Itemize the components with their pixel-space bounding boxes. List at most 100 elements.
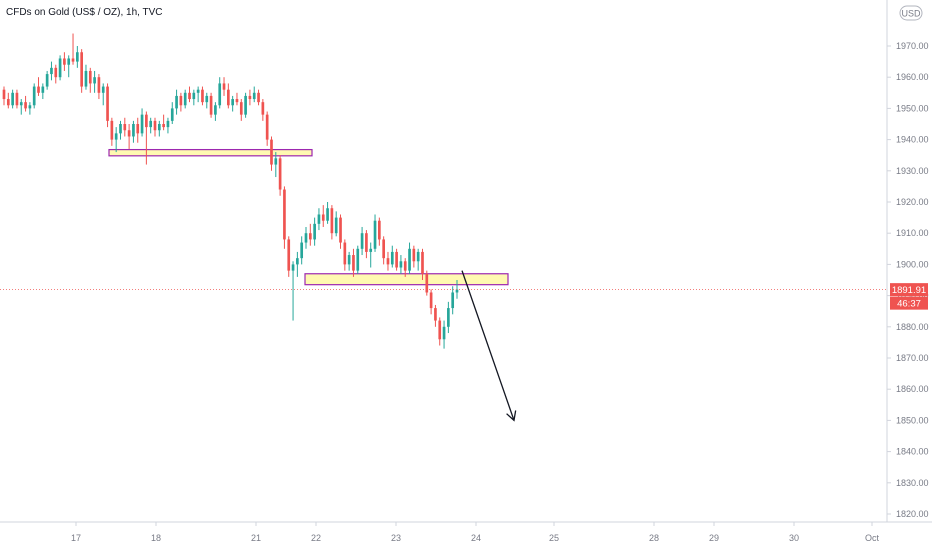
x-tick-label: 24 — [471, 533, 481, 543]
candle — [395, 248, 398, 271]
candle — [24, 95, 27, 112]
candle — [390, 245, 394, 268]
candle-body — [296, 258, 299, 265]
candle-body — [356, 248, 360, 271]
candle — [330, 205, 334, 240]
y-tick-label: 1880.00 — [896, 322, 929, 332]
candle-body — [201, 89, 204, 103]
candle — [196, 86, 200, 103]
currency-label: USD — [901, 9, 921, 19]
candle-body — [80, 52, 83, 87]
candle — [67, 55, 71, 78]
candle — [119, 120, 122, 140]
candle-body — [270, 139, 273, 165]
candle — [192, 89, 196, 106]
candle-body — [175, 95, 178, 109]
countdown-label: 46:37 — [897, 298, 921, 309]
candle — [313, 217, 316, 246]
y-tick-label: 1850.00 — [896, 415, 929, 425]
candle — [265, 111, 269, 146]
candle — [382, 236, 385, 265]
candle — [227, 83, 230, 109]
y-tick-label: 1960.00 — [896, 72, 929, 82]
candle — [19, 99, 23, 115]
candle-body — [235, 99, 239, 103]
x-tick-label: 30 — [789, 533, 799, 543]
candle — [399, 255, 403, 274]
candle-body — [248, 95, 252, 100]
candle-body — [119, 124, 122, 134]
candle — [326, 202, 329, 224]
candle-body — [162, 124, 165, 128]
candle-body — [6, 99, 10, 106]
candle — [360, 226, 364, 256]
candle-body — [218, 83, 222, 106]
candle-body — [179, 95, 183, 106]
y-tick-label: 1930.00 — [896, 166, 929, 176]
candle-body — [403, 261, 407, 271]
candle — [304, 226, 308, 249]
candle-body — [300, 242, 304, 259]
candle-body — [378, 220, 381, 240]
currency-button[interactable]: USD — [899, 5, 923, 21]
candle — [54, 64, 58, 84]
y-tick-label: 1970.00 — [896, 41, 929, 51]
candle — [321, 205, 325, 227]
candle — [15, 89, 19, 109]
candle-body — [93, 77, 96, 84]
candle — [429, 289, 433, 315]
candle-body — [265, 114, 269, 140]
candle — [291, 261, 295, 321]
candle — [261, 99, 265, 121]
candle-body — [408, 248, 411, 271]
x-axis[interactable]: 17 18 21 22 23 24 25 28 29 30 Oct — [71, 522, 880, 543]
candle-body — [455, 289, 459, 293]
plot-area[interactable] — [0, 33, 887, 422]
candle — [123, 117, 127, 137]
candle — [365, 230, 368, 259]
candle-body — [244, 95, 247, 115]
candle-body — [347, 255, 351, 265]
candle-body — [252, 92, 256, 100]
candle-body — [395, 251, 398, 268]
candle — [11, 89, 14, 109]
candle-body — [170, 108, 174, 121]
candle — [157, 120, 161, 137]
candle — [214, 102, 217, 121]
candle-body — [434, 308, 437, 321]
x-tick-label: 23 — [391, 533, 401, 543]
candles-layer — [2, 33, 459, 349]
resistance-zone-1895[interactable] — [304, 273, 509, 286]
candle — [270, 136, 273, 171]
candle — [101, 83, 105, 106]
candle-body — [438, 320, 442, 340]
candle — [127, 124, 131, 149]
candle-body — [196, 89, 200, 93]
support-zone-1940[interactable] — [108, 148, 313, 157]
candle — [37, 77, 40, 96]
candle — [386, 251, 390, 271]
candle — [106, 83, 109, 128]
candle — [408, 242, 411, 274]
candle-body — [287, 239, 291, 271]
candle — [97, 74, 101, 100]
candle-body — [390, 251, 394, 265]
last-price-label: 1891.91 — [892, 285, 926, 296]
candle-body — [76, 52, 79, 62]
candle-body — [2, 89, 6, 100]
candle — [300, 236, 304, 265]
candle — [278, 155, 282, 196]
candle — [231, 95, 234, 112]
y-tick-label: 1840.00 — [896, 447, 929, 457]
candle-body — [360, 233, 364, 249]
candle-body — [227, 89, 230, 106]
candle — [378, 217, 381, 246]
candle — [28, 102, 32, 115]
candle — [41, 83, 45, 100]
candle-body — [24, 102, 27, 109]
candle — [434, 304, 437, 327]
candle — [71, 33, 75, 65]
candle-body — [127, 130, 131, 137]
candle — [170, 102, 174, 124]
